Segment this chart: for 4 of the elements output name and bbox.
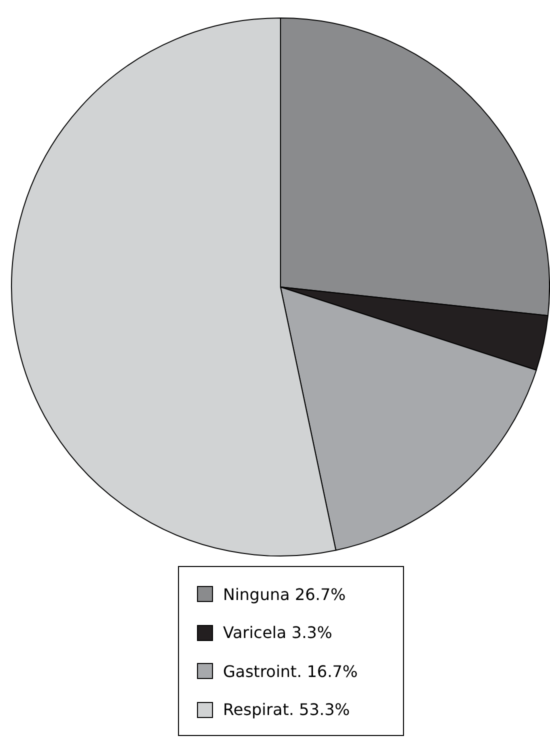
legend-label: Gastroint. 16.7% <box>223 662 358 681</box>
legend-label: Respirat. 53.3% <box>223 700 350 720</box>
legend-label: Varicela 3.3% <box>223 623 332 642</box>
legend-label: Ninguna 26.7% <box>223 584 346 604</box>
